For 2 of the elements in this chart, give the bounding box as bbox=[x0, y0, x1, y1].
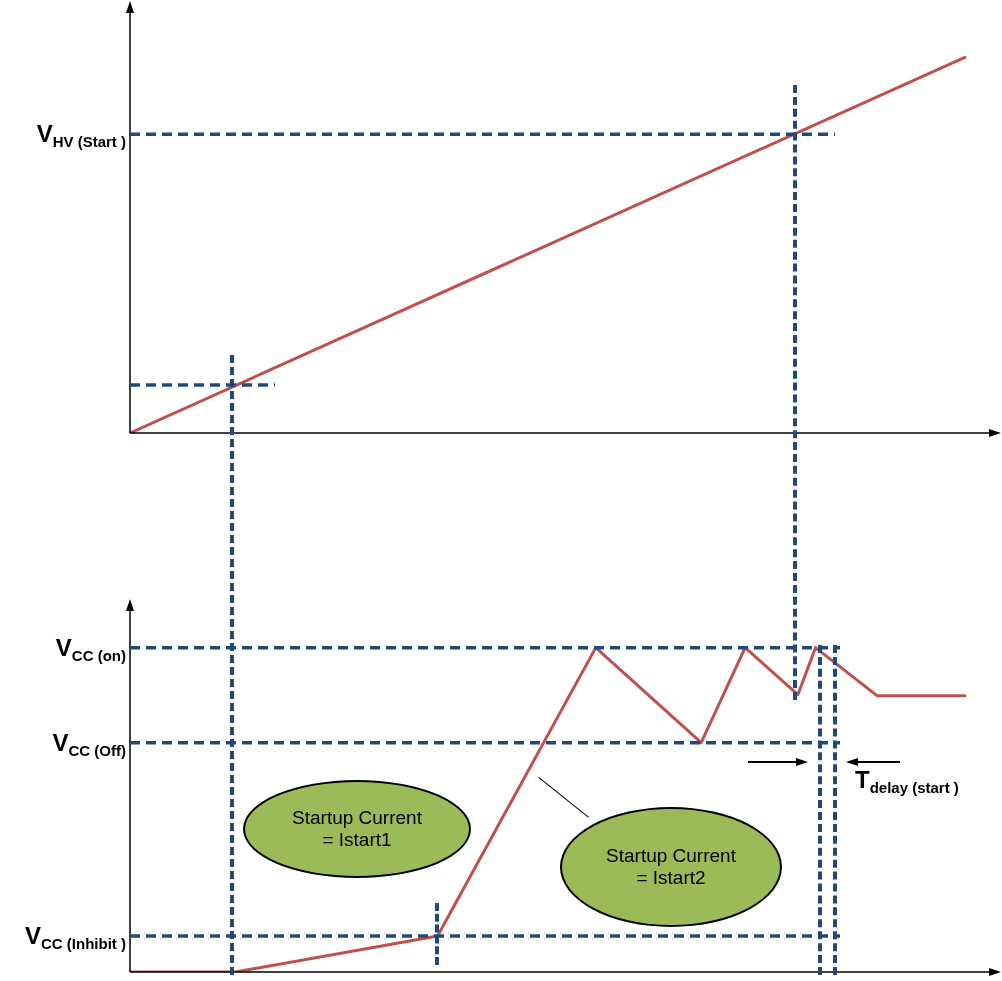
annotation: Startup Current = Istart2 bbox=[560, 807, 782, 927]
callout-shape: Startup Current = Istart1 bbox=[243, 780, 471, 878]
